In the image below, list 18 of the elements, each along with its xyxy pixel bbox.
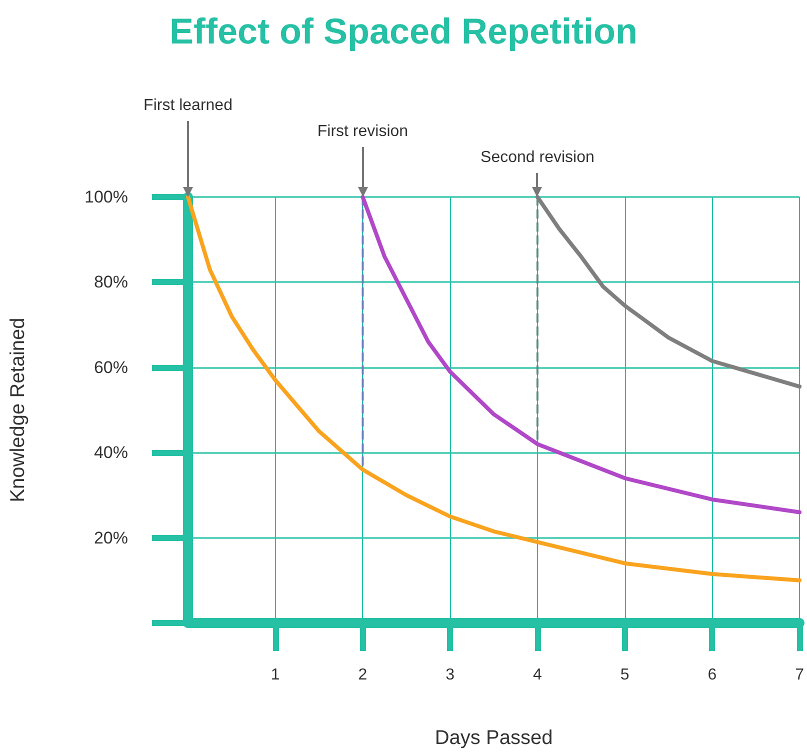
y-tick-label: 20% <box>94 528 128 548</box>
x-tick-label: 1 <box>270 666 280 684</box>
y-tick-label: 80% <box>94 272 128 292</box>
x-tick-label: 5 <box>620 666 630 684</box>
x-tick-label: 3 <box>446 666 455 684</box>
y-tick-label: 40% <box>94 443 128 462</box>
chart-title: Effect of Spaced Repetition <box>169 10 638 52</box>
x-tick-label: 7 <box>795 666 804 684</box>
annotation: Second revision <box>480 149 594 167</box>
x-tick-label: 4 <box>533 666 542 684</box>
x-axis-title: Days Passed <box>434 727 553 749</box>
x-tick-label: 6 <box>708 666 717 684</box>
annotation: First revision <box>317 123 408 141</box>
annotation: First learned <box>144 97 232 115</box>
y-tick-label: 100% <box>84 188 128 206</box>
y-tick-label: 60% <box>94 358 128 377</box>
x-tick-label: 2 <box>358 666 368 684</box>
y-axis-title: Knowledge Retained <box>7 318 29 502</box>
